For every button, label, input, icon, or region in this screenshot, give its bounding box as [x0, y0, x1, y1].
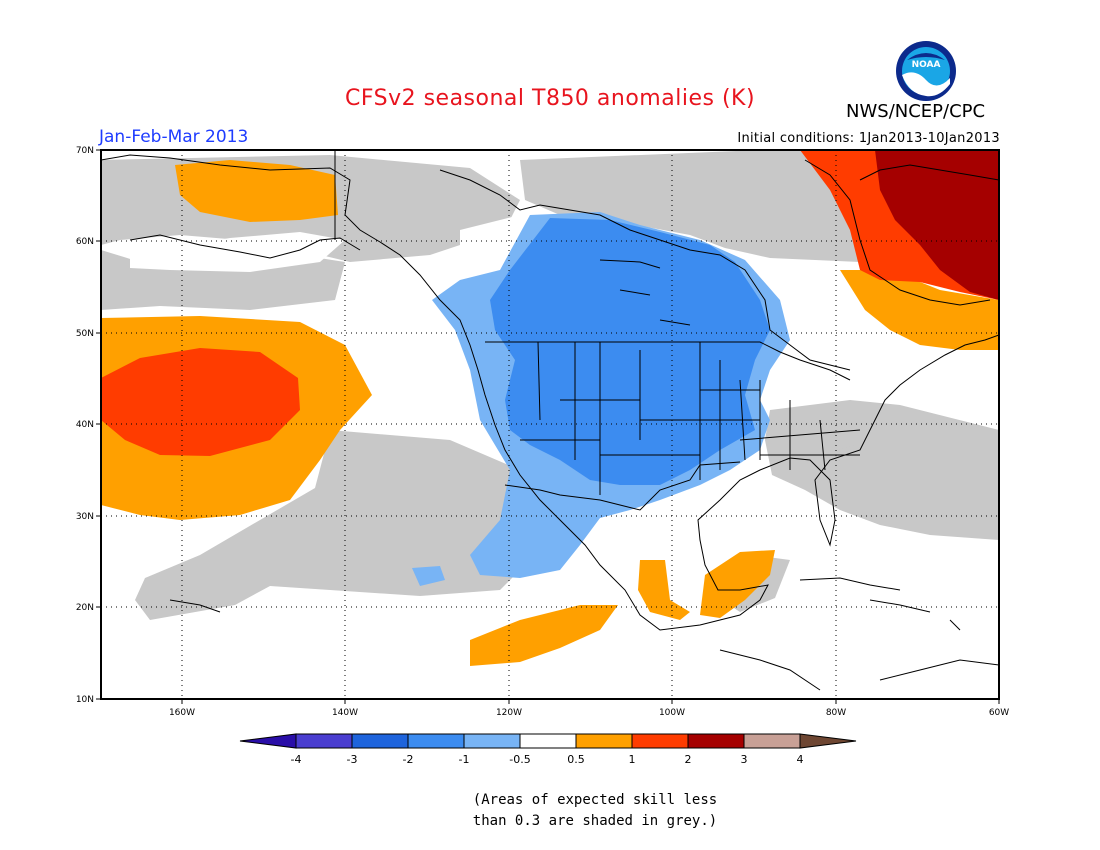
- political-borders: [334, 150, 861, 511]
- colorbar-swatch: [631, 733, 689, 749]
- colorbar-label: 4: [797, 753, 804, 766]
- colorbar-label: -0.5: [509, 753, 530, 766]
- extreme-warm-region: [875, 150, 999, 300]
- colorbar-swatch: [743, 733, 801, 749]
- colorbar-label: 0.5: [567, 753, 585, 766]
- colorbar-swatches: [239, 733, 857, 749]
- lat-label: 20N: [76, 603, 94, 613]
- colorbar-label: -2: [403, 753, 414, 766]
- lat-label: 60N: [76, 237, 94, 247]
- colorbar-swatch: [799, 733, 857, 749]
- colorbar-label: -4: [291, 753, 302, 766]
- colorbar-swatch: [519, 733, 577, 749]
- colorbar-label: -3: [347, 753, 358, 766]
- lat-label: 30N: [76, 512, 94, 522]
- colorbar-labels: -4 -3 -2 -1 -0.5 0.5 1 2 3 4: [291, 753, 804, 766]
- colorbar-swatch: [687, 733, 745, 749]
- colorbar-swatch: [575, 733, 633, 749]
- lon-label: 60W: [989, 708, 1009, 718]
- colorbar-swatch: [351, 733, 409, 749]
- lat-label: 40N: [76, 420, 94, 430]
- longitude-labels: 160W 140W 120W 100W 80W 60W: [169, 708, 1009, 718]
- lat-label: 10N: [76, 695, 94, 705]
- colorbar-label: 3: [741, 753, 748, 766]
- lon-label: 140W: [332, 708, 358, 718]
- se-low-skill-region: [772, 408, 860, 455]
- lon-label: 160W: [169, 708, 195, 718]
- colorbar-swatch: [407, 733, 465, 749]
- lat-label: 50N: [76, 329, 94, 339]
- colorbar-swatch: [463, 733, 521, 749]
- latitude-labels: 70N 60N 50N 40N 30N 20N 10N: [76, 146, 94, 705]
- footnote: (Areas of expected skill less than 0.3 a…: [0, 790, 1100, 832]
- footnote-line-1: (Areas of expected skill less: [472, 792, 718, 808]
- noaa-logo: NOAA: [896, 41, 956, 101]
- colorbar-label: -1: [459, 753, 470, 766]
- logo-text: NOAA: [912, 60, 941, 70]
- colorbar-label: 2: [685, 753, 692, 766]
- colorbar-swatch: [295, 733, 353, 749]
- lon-label: 80W: [826, 708, 846, 718]
- footnote-line-2: than 0.3 are shaded in grey.): [472, 813, 718, 829]
- forecast-period: Jan-Feb-Mar 2013: [99, 127, 249, 147]
- initial-conditions: Initial conditions: 1Jan2013-10Jan2013: [737, 131, 1000, 146]
- lon-label: 100W: [659, 708, 685, 718]
- map-title: CFSv2 seasonal T850 anomalies (K): [344, 86, 756, 111]
- lat-label: 70N: [76, 146, 94, 156]
- organization-label: NWS/NCEP/CPC: [846, 101, 986, 122]
- lon-label: 120W: [496, 708, 522, 718]
- axis-ticks: [96, 149, 1000, 704]
- colorbar-swatch: [239, 733, 297, 749]
- colorbar-label: 1: [629, 753, 636, 766]
